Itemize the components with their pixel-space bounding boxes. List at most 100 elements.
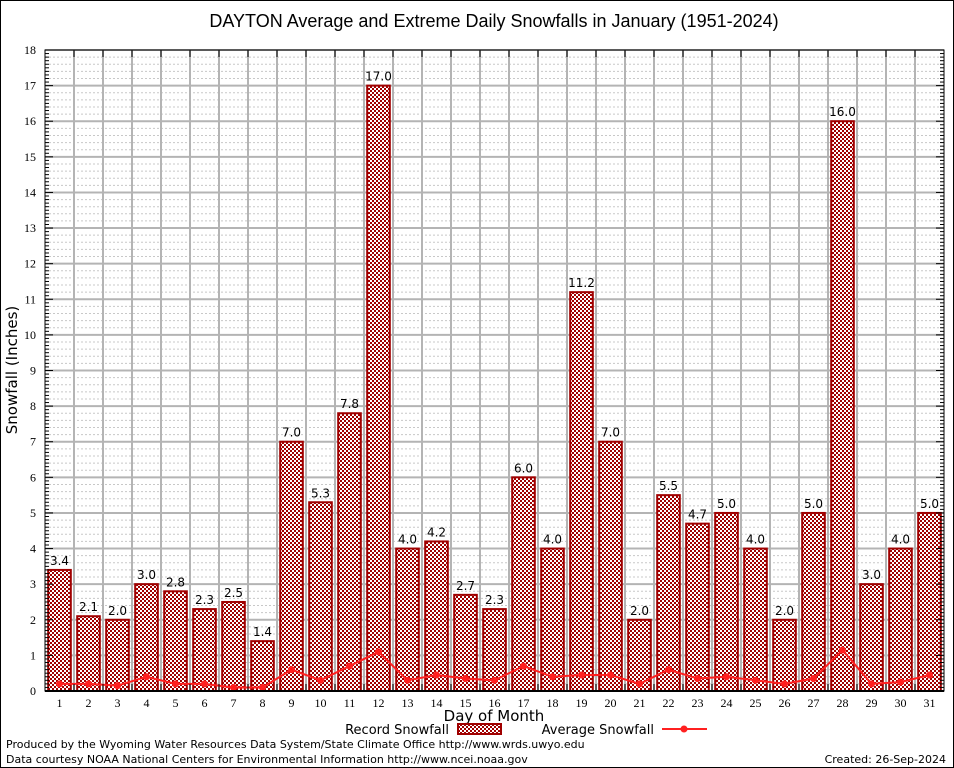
average-point-day-6 [201, 680, 208, 688]
average-point-day-11 [346, 662, 353, 670]
record-bar-day-22 [656, 494, 681, 692]
record-bar-day-26 [772, 618, 797, 692]
legend-record-swatch [457, 723, 502, 735]
x-tick-labels: 1 2 3 4 5 6 7 8 9 10 11 12 13 14 15 16 17 18 19 20 21 22 23 24 2… [57, 696, 936, 710]
x-tick-label: 28 [837, 696, 849, 710]
legend-record-label: Record Snowfall [345, 723, 449, 738]
record-bar-day-18 [540, 547, 565, 692]
bar-value-label: 2.0 [630, 604, 649, 618]
record-bar-day-14 [424, 540, 449, 693]
y-tick-label: 6 [30, 470, 36, 484]
y-tick-label: 5 [30, 506, 36, 520]
bar-value-label: 4.7 [688, 508, 707, 522]
bar-value-label: 2.1 [79, 600, 98, 614]
bar-value-label: 7.8 [340, 397, 359, 411]
x-tick-label: 24 [721, 696, 733, 710]
y-tick-label: 16 [24, 114, 36, 128]
average-point-day-23 [694, 675, 701, 683]
x-tick-label: 7 [231, 696, 237, 710]
average-point-day-5 [172, 680, 179, 688]
x-tick-label: 11 [344, 696, 356, 710]
bar-value-label: 1.4 [253, 625, 272, 639]
y-tick-label: 4 [30, 542, 36, 556]
x-tick-label: 8 [260, 696, 266, 710]
bar-value-label: 4.0 [746, 533, 765, 547]
y-tick-label: 3 [30, 577, 36, 591]
average-point-day-31 [926, 671, 933, 679]
average-point-day-19 [578, 671, 585, 679]
average-point-day-15 [462, 675, 469, 683]
record-bar-day-30 [888, 547, 913, 692]
x-tick-label: 23 [692, 696, 704, 710]
average-point-day-17 [520, 662, 527, 670]
axes [44, 49, 945, 692]
bar-value-label: 2.8 [166, 575, 185, 589]
average-point-day-22 [665, 666, 672, 674]
y-tick-label: 0 [30, 684, 36, 698]
bar-value-label: 4.0 [891, 533, 910, 547]
y-tick-label: 1 [30, 648, 36, 662]
bar-value-label: 3.4 [50, 554, 69, 568]
average-point-day-9 [288, 666, 295, 674]
record-bar-day-2 [76, 615, 101, 693]
record-bar-day-24 [714, 511, 739, 693]
x-tick-label: 30 [895, 696, 907, 710]
average-point-day-10 [317, 676, 324, 684]
bar-value-label: 2.5 [224, 586, 243, 600]
x-tick-label: 2 [86, 696, 92, 710]
record-bar-day-1 [47, 568, 72, 693]
footer-created: Created: 26-Sep-2024 [825, 753, 946, 766]
record-bars [47, 84, 942, 693]
average-point-day-4 [143, 673, 150, 681]
record-bar-day-20 [598, 440, 623, 692]
bar-value-label: 5.5 [659, 479, 678, 493]
average-point-day-21 [636, 680, 643, 688]
bar-value-label: 7.0 [282, 426, 301, 440]
record-bar-day-25 [743, 547, 768, 692]
record-bar-day-13 [395, 547, 420, 692]
y-tick-label: 8 [30, 399, 36, 413]
x-tick-label: 31 [924, 696, 936, 710]
bar-value-label: 5.3 [311, 486, 330, 500]
average-point-day-12 [375, 648, 382, 656]
bar-value-label: 11.2 [568, 276, 595, 290]
y-tick-label: 2 [30, 613, 36, 627]
average-line [56, 646, 933, 691]
x-tick-label: 19 [576, 696, 588, 710]
x-tick-label: 21 [634, 696, 646, 710]
footer-produced-by: Produced by the Wyoming Water Resources … [6, 738, 585, 751]
x-tick-label: 26 [779, 696, 791, 710]
x-tick-label: 18 [547, 696, 559, 710]
x-tick-label: 22 [663, 696, 675, 710]
record-bar-day-10 [308, 501, 333, 692]
bar-value-label: 2.3 [195, 593, 214, 607]
bar-value-label: 5.0 [804, 497, 823, 511]
bar-value-label: 17.0 [365, 70, 392, 84]
y-tick-label: 13 [24, 221, 36, 235]
bar-value-label: 7.0 [601, 426, 620, 440]
average-point-day-2 [85, 680, 92, 688]
y-tick-label: 17 [24, 79, 36, 93]
legend: Record Snowfall Average Snowfall [345, 723, 707, 738]
y-tick-label: 12 [24, 257, 36, 271]
average-point-day-25 [752, 676, 759, 684]
record-bar-day-17 [511, 476, 536, 693]
y-axis-label: Snowfall (Inches) [3, 306, 21, 434]
y-tick-label: 14 [24, 185, 36, 199]
y-tick-label: 9 [30, 364, 36, 378]
average-point-day-27 [810, 675, 817, 683]
x-tick-label: 5 [173, 696, 179, 710]
record-bar-day-3 [105, 618, 130, 692]
y-tick-label: 15 [24, 150, 36, 164]
average-point-day-20 [607, 671, 614, 679]
x-tick-label: 25 [750, 696, 762, 710]
average-point-day-13 [404, 676, 411, 684]
y-tick-label: 7 [30, 435, 36, 449]
legend-average-label: Average Snowfall [542, 723, 654, 738]
bar-value-label: 4.0 [398, 533, 417, 547]
bar-value-label: 3.0 [137, 568, 156, 582]
bar-value-label: 6.0 [514, 461, 533, 475]
record-bar-day-9 [279, 440, 304, 692]
